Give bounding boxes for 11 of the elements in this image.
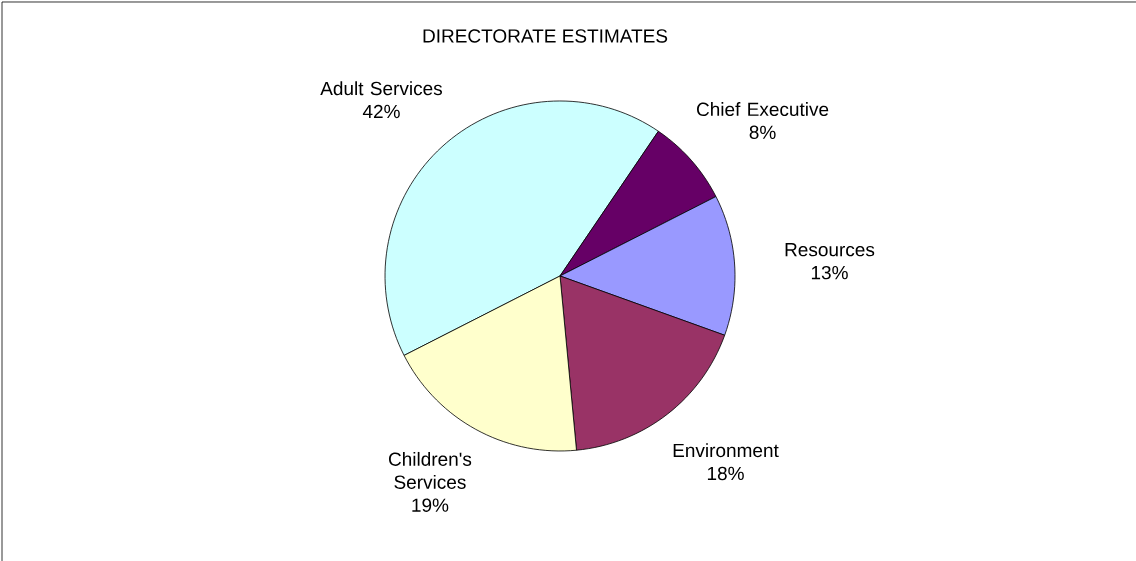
data-label: 8% — [749, 125, 776, 140]
data-label: 18% — [707, 466, 744, 481]
slice-label: Children's Services — [388, 451, 472, 489]
slice-label: Resources — [785, 243, 875, 257]
data-label: 42% — [362, 104, 400, 119]
data-label: 19% — [412, 498, 449, 512]
chart-title: DIRECTORATE ESTIMATES — [423, 29, 668, 43]
slice-label: Chief Executive — [696, 102, 829, 117]
slice-label: Adult Services — [320, 81, 442, 96]
slice-label: Environment — [673, 443, 779, 458]
data-label: 13% — [811, 265, 848, 280]
